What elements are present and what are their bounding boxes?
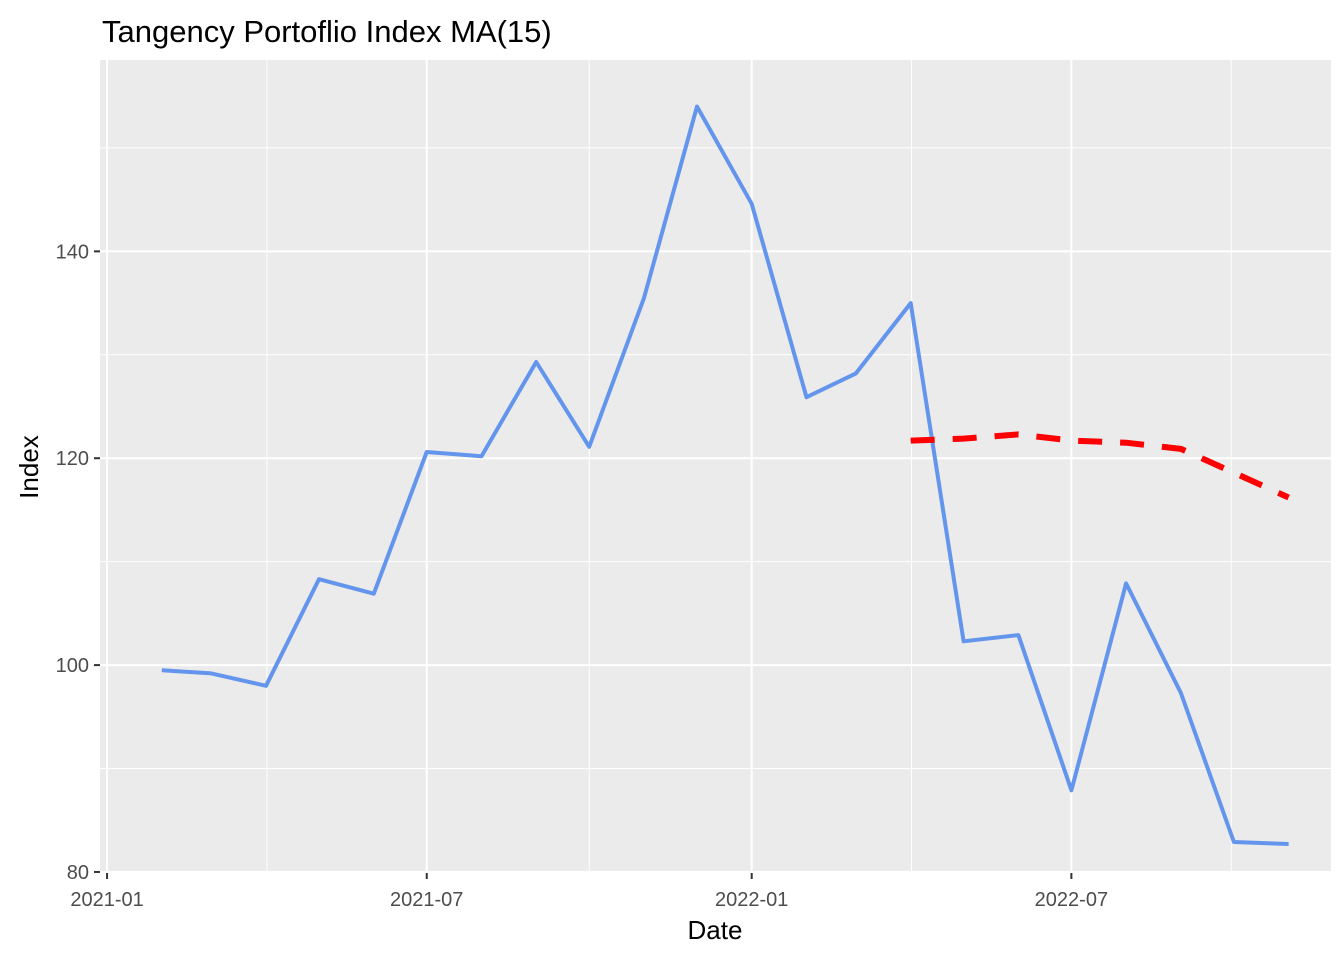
plot-panel — [100, 60, 1331, 873]
x-tick-label: 2021-07 — [390, 889, 463, 911]
y-tick-label: 140 — [56, 241, 89, 263]
y-tick-label: 120 — [56, 448, 89, 470]
minor-gridlines — [100, 60, 1331, 873]
x-tick-label: 2021-01 — [70, 889, 143, 911]
x-axis-title: Date — [688, 915, 743, 945]
forecast-series-line — [910, 431, 1290, 501]
x-tick-label: 2022-07 — [1035, 889, 1108, 911]
y-axis-title: Index — [14, 435, 44, 499]
y-axis: 80 100 120 140 — [56, 241, 100, 884]
index-series-line — [161, 104, 1289, 846]
x-axis: 2021-01 2021-07 2022-01 2022-07 — [70, 873, 1108, 911]
series-layer — [161, 104, 1290, 846]
y-tick-label: 100 — [56, 655, 89, 677]
x-tick-label: 2022-01 — [715, 889, 788, 911]
major-gridlines — [100, 60, 1331, 873]
chart-title: Tangency Portoflio Index MA(15) — [102, 14, 552, 49]
y-tick-label: 80 — [67, 862, 89, 884]
